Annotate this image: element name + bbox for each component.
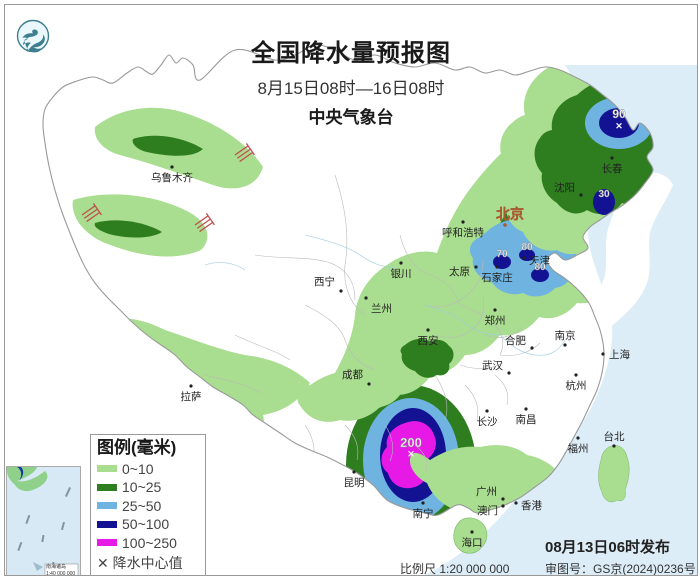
svg-text:南宁: 南宁 <box>413 507 434 520</box>
svg-text:西安: 西安 <box>418 334 439 347</box>
svg-text:合肥: 合肥 <box>505 334 526 347</box>
svg-text:30: 30 <box>598 189 610 200</box>
svg-text:郑州: 郑州 <box>485 314 506 327</box>
svg-text:长春: 长春 <box>602 163 623 175</box>
svg-text:海口: 海口 <box>462 536 483 549</box>
svg-text:西宁: 西宁 <box>314 275 335 288</box>
svg-text:成都: 成都 <box>342 369 363 381</box>
svg-text:乌鲁木齐: 乌鲁木齐 <box>151 171 193 184</box>
svg-text:80: 80 <box>521 242 533 253</box>
svg-text:沈阳: 沈阳 <box>554 181 575 194</box>
svg-text:200: 200 <box>400 435 422 450</box>
svg-text:台北: 台北 <box>604 430 625 443</box>
svg-text:杭州: 杭州 <box>566 379 587 392</box>
svg-text:澳门: 澳门 <box>477 504 498 517</box>
svg-text:广州: 广州 <box>476 486 497 498</box>
svg-text:太原: 太原 <box>449 265 470 278</box>
svg-text:石家庄: 石家庄 <box>481 271 513 284</box>
svg-text:呼和浩特: 呼和浩特 <box>442 227 484 239</box>
svg-text:银川: 银川 <box>391 267 412 280</box>
svg-text:上海: 上海 <box>609 348 630 361</box>
svg-text:昆明: 昆明 <box>344 477 365 489</box>
svg-text:南京: 南京 <box>555 329 576 342</box>
svg-text:长沙: 长沙 <box>477 416 498 428</box>
svg-text:✕: ✕ <box>615 121 623 131</box>
svg-text:北京: 北京 <box>496 206 524 222</box>
svg-text:90: 90 <box>612 107 626 121</box>
svg-text:✕: ✕ <box>407 449 415 459</box>
svg-text:武汉: 武汉 <box>482 359 503 372</box>
svg-text:南昌: 南昌 <box>516 413 537 426</box>
svg-text:80: 80 <box>534 262 546 273</box>
svg-text:拉萨: 拉萨 <box>181 390 202 403</box>
svg-text:兰州: 兰州 <box>371 302 392 315</box>
svg-text:70: 70 <box>496 249 508 260</box>
svg-text:福州: 福州 <box>568 442 589 455</box>
svg-text:香港: 香港 <box>521 500 542 512</box>
